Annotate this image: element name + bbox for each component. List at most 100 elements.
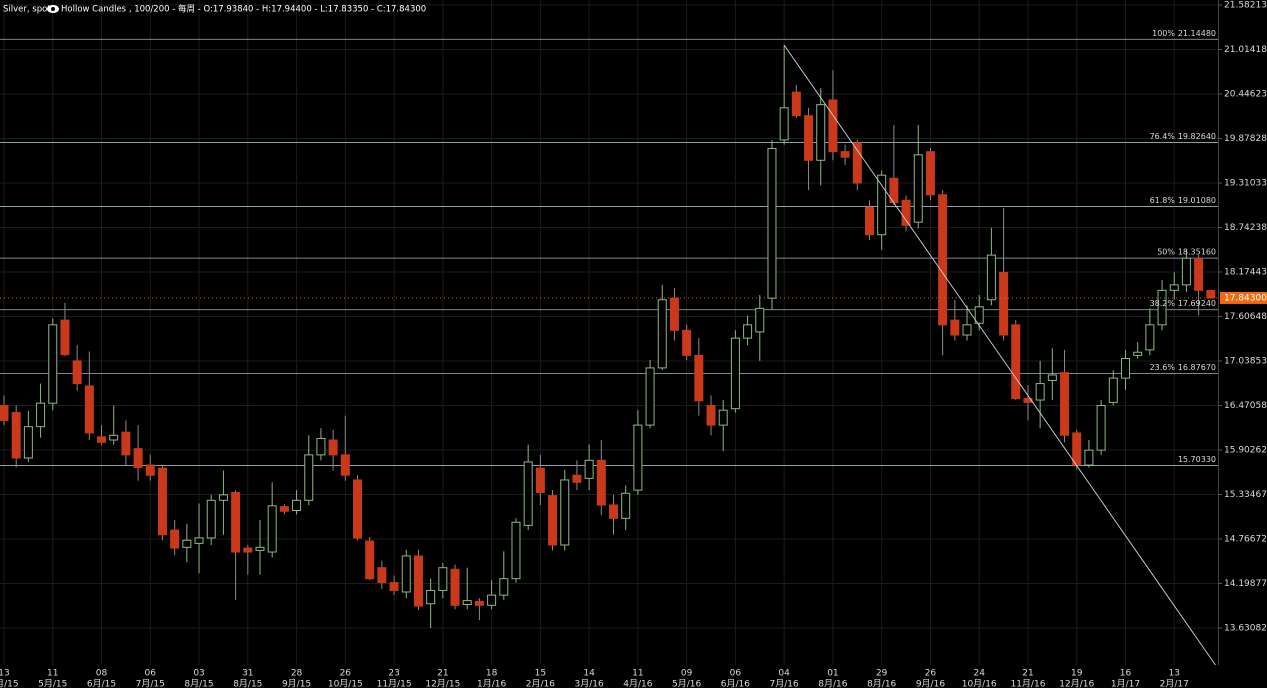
candle-body: [72, 360, 82, 385]
candle-body: [572, 474, 582, 483]
x-tick-label: 21: [437, 669, 448, 679]
candle-body: [1096, 405, 1106, 451]
candle-body: [292, 499, 302, 512]
x-month-label: 1月/17: [1111, 679, 1140, 688]
x-month-label: 7月/15: [136, 679, 165, 688]
visibility-icon[interactable]: [47, 5, 59, 13]
candle-body: [804, 115, 814, 161]
x-month-label: 6月/16: [721, 679, 750, 688]
candle-body: [401, 555, 411, 593]
candle-body: [0, 405, 9, 421]
candle-body: [1047, 374, 1057, 381]
candle-body: [48, 324, 58, 404]
trend-line: [783, 44, 1217, 665]
candle-body: [450, 568, 460, 606]
x-tick-label: 24: [973, 669, 985, 679]
candle-body: [560, 479, 570, 546]
x-month-label: 8月/16: [867, 679, 896, 688]
candle-body: [706, 405, 716, 426]
candle-body: [694, 354, 704, 402]
candle-body: [267, 505, 277, 553]
x-month-label: 3月/16: [575, 679, 604, 688]
candle-body: [1011, 324, 1021, 399]
candle-body: [11, 412, 21, 459]
candle-body: [1072, 432, 1082, 466]
candle-body: [1108, 377, 1118, 403]
candle-body: [145, 464, 155, 476]
candle-body: [938, 194, 948, 326]
candle-body: [121, 431, 131, 456]
fib-ratio: 38.2%: [1150, 299, 1176, 308]
candle-body: [1120, 358, 1130, 379]
candle-body: [535, 467, 545, 493]
candle-body: [426, 589, 436, 605]
candle-body: [950, 319, 960, 336]
candle-body: [925, 151, 935, 196]
candle-body: [755, 307, 765, 333]
candle-body: [157, 467, 167, 536]
x-month-label: 5月/16: [672, 679, 701, 688]
candle-body: [1157, 289, 1167, 326]
candle-body: [621, 492, 631, 519]
candle-body: [243, 547, 253, 553]
candle-body: [109, 434, 119, 441]
x-tick-label: 06: [730, 669, 742, 679]
candle-body: [133, 448, 143, 468]
candle-body: [877, 174, 887, 236]
candle-body: [389, 582, 399, 591]
x-tick-label: 16: [1120, 669, 1132, 679]
candle-body: [584, 459, 594, 479]
fib-value: 16.87670: [1178, 363, 1216, 372]
candle-body: [97, 436, 107, 443]
candle-body: [1206, 289, 1216, 299]
candle-body: [1035, 383, 1045, 401]
fib-value: 21.14480: [1178, 29, 1216, 38]
candle-body: [304, 454, 314, 501]
x-tick-label: 04: [778, 669, 790, 679]
x-tick-label: 21: [1022, 669, 1033, 679]
y-tick-label: 14.76672: [1224, 534, 1267, 544]
candle-body: [36, 402, 46, 428]
y-tick-label: 14.19877: [1224, 579, 1267, 589]
fib-ratio: 100%: [1152, 29, 1175, 38]
x-tick-label: 13: [1169, 669, 1180, 679]
candle-body: [548, 495, 558, 546]
y-tick-label: 21.01418: [1224, 45, 1267, 55]
candle-body: [743, 324, 753, 339]
candle-body: [84, 385, 94, 434]
candle-body: [840, 151, 850, 158]
candle-body: [718, 409, 728, 426]
fib-ratio: 76.4%: [1150, 132, 1176, 141]
candle-body: [730, 337, 740, 410]
fib-value: 19.01080: [1178, 196, 1216, 205]
candle-body: [438, 567, 448, 591]
candle-body: [511, 521, 521, 580]
candle-body: [218, 494, 228, 501]
candle-body: [645, 367, 655, 426]
subtitle: Hollow Candles , 100/200 - 每周 - O:17.938…: [61, 4, 426, 15]
candle-body: [913, 154, 923, 223]
fib-ratio: 23.6%: [1150, 363, 1176, 372]
candle-body: [487, 594, 497, 606]
fib-value: 18.35160: [1178, 248, 1216, 257]
x-tick-label: 09: [681, 669, 693, 679]
x-tick-label: 15: [535, 669, 546, 679]
candle-body: [279, 506, 289, 512]
x-month-label: 2月/16: [526, 679, 555, 688]
x-tick-label: 14: [583, 669, 595, 679]
candle-body: [682, 329, 692, 356]
x-tick-label: 11: [632, 669, 643, 679]
x-tick-label: 31: [242, 669, 253, 679]
candle-body: [194, 537, 204, 544]
x-tick-label: 18: [486, 669, 498, 679]
x-month-label: 1月/16: [477, 679, 506, 688]
candle-body: [365, 540, 375, 580]
candle-body: [523, 461, 533, 526]
candle-body: [1169, 284, 1179, 291]
candle-body: [231, 491, 241, 553]
x-tick-label: 11: [47, 669, 58, 679]
x-tick-label: 26: [925, 669, 937, 679]
candle-body: [1194, 257, 1204, 291]
x-month-label: 6月/15: [87, 679, 116, 688]
